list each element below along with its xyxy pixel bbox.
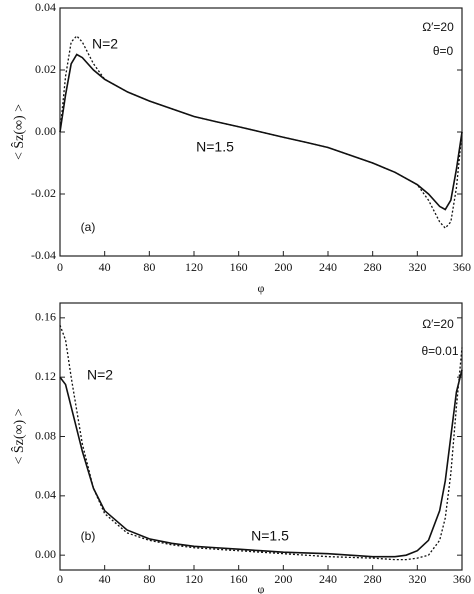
x-tick-label: 0 [57,572,63,586]
x-tick-label: 360 [453,260,471,274]
x-tick-label: 320 [408,260,426,274]
x-tick-label: 40 [99,572,111,586]
x-tick-label: 280 [364,572,382,586]
x-tick-label: 200 [274,260,292,274]
y-tick-label: 0.02 [35,62,56,76]
series-label: N=2 [87,367,113,383]
x-tick-label: 160 [230,572,248,586]
x-axis-label: φ [258,281,265,295]
x-tick-label: 120 [185,572,203,586]
series-label: N=2 [92,36,118,52]
x-tick-label: 0 [57,260,63,274]
x-tick-label: 200 [274,572,292,586]
series-line [59,369,463,558]
x-tick-label: 120 [185,260,203,274]
y-tick-label: -0.02 [31,186,56,200]
annotation: Ω′=20 [422,20,454,34]
x-tick-label: 40 [99,260,111,274]
x-tick-label: 80 [143,572,155,586]
x-tick-label: 360 [453,572,471,586]
x-tick-label: 80 [143,260,155,274]
series-label: N=1.5 [196,139,234,155]
y-tick-label: 0.08 [35,428,56,442]
annotation: (b) [81,529,96,543]
series-line [59,53,463,211]
annotation: θ=0 [433,44,454,58]
x-tick-label: 240 [319,572,337,586]
annotation: (a) [81,220,96,234]
annotation: θ=0.01 [421,344,458,358]
series-label: N=1.5 [251,528,289,544]
y-tick-label: 0.04 [35,488,56,502]
x-tick-label: 280 [364,260,382,274]
y-tick-label: 0.04 [35,0,56,14]
x-axis-label: φ [258,582,265,594]
x-tick-label: 160 [230,260,248,274]
y-tick-label: 0.00 [35,124,56,138]
y-tick-label: 0.16 [35,310,56,324]
y-tick-label: 0.00 [35,547,56,561]
x-tick-label: 320 [408,572,426,586]
annotation: Ω′=20 [422,317,454,331]
x-tick-label: 240 [319,260,337,274]
y-axis-label: < Ŝz(∞) > [10,408,27,464]
y-tick-label: -0.04 [31,248,56,262]
y-axis-label: < Ŝz(∞) > [10,104,27,160]
y-tick-label: 0.12 [35,369,56,383]
